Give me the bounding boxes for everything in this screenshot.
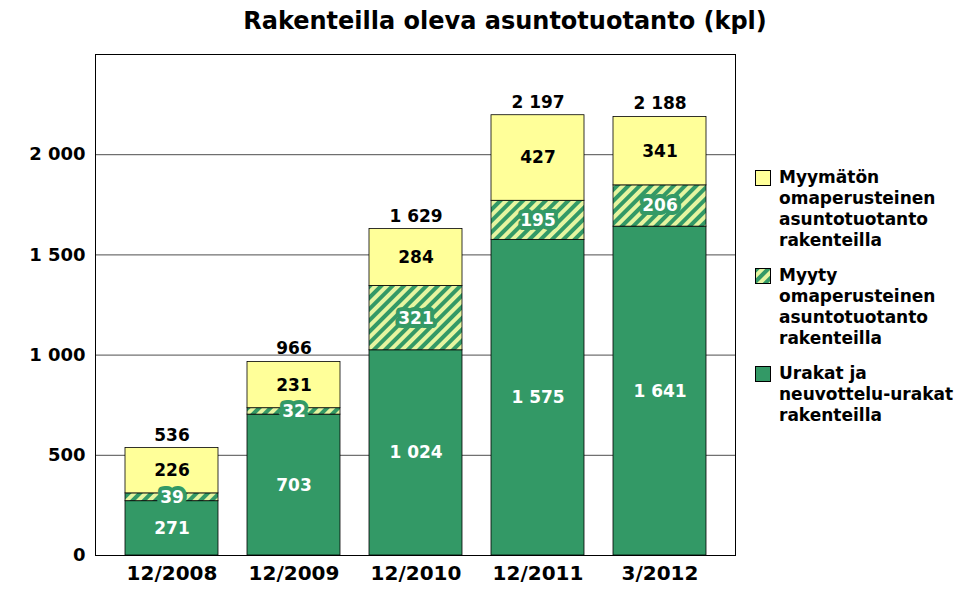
svg-text:966: 966 (276, 338, 312, 358)
svg-text:703: 703 (276, 474, 312, 494)
svg-text:284: 284 (398, 247, 434, 267)
svg-text:536: 536 (154, 425, 190, 445)
svg-text:39: 39 (160, 487, 184, 507)
svg-text:12/2009: 12/2009 (249, 561, 340, 585)
svg-text:321: 321 (398, 308, 434, 328)
svg-text:32: 32 (282, 401, 306, 421)
svg-text:427: 427 (520, 147, 556, 167)
svg-text:0: 0 (73, 544, 86, 565)
svg-text:12/2010: 12/2010 (371, 561, 462, 585)
svg-text:226: 226 (154, 460, 190, 480)
svg-text:3/2012: 3/2012 (622, 561, 699, 585)
svg-text:12/2008: 12/2008 (127, 561, 218, 585)
svg-text:2 000: 2 000 (29, 143, 85, 164)
svg-text:2 188: 2 188 (633, 93, 686, 113)
svg-text:2 197: 2 197 (511, 92, 564, 112)
svg-text:12/2011: 12/2011 (493, 561, 584, 585)
svg-text:271: 271 (154, 518, 190, 538)
svg-text:1 500: 1 500 (29, 244, 85, 265)
svg-text:231: 231 (276, 374, 312, 394)
svg-text:1 000: 1 000 (29, 344, 85, 365)
html-text:Rakenteilla oleva asuntotuotan: Rakenteilla oleva asuntotuotanto (kpl) (243, 7, 767, 35)
svg-text:341: 341 (642, 141, 678, 161)
svg-text:1 629: 1 629 (389, 205, 442, 225)
svg-text:500: 500 (48, 444, 86, 465)
svg-text:1 641: 1 641 (633, 381, 686, 401)
svg-text:1 024: 1 024 (389, 442, 442, 462)
html-text:Myymätön omaperusteinen asunto: Myymätön omaperusteinen asuntotuotanto r… (779, 167, 936, 250)
svg-text:1 575: 1 575 (511, 387, 564, 407)
html-text:Urakat ja neuvottelu-urakat ra: Urakat ja neuvottelu-urakat rakenteilla (779, 363, 954, 425)
svg-text:206: 206 (642, 195, 678, 215)
html-text:Myyty omaperusteinen asuntotuo: Myyty omaperusteinen asuntotuotanto rake… (779, 265, 936, 348)
svg-text:195: 195 (520, 210, 556, 230)
